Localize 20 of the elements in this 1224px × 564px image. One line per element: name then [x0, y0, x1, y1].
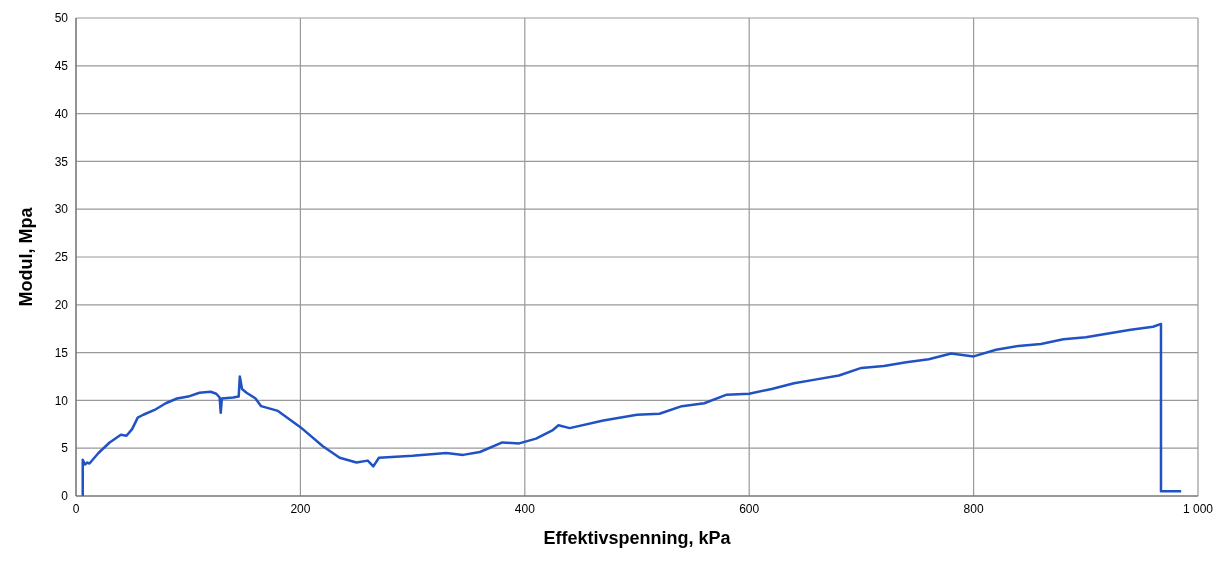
x-tick-label: 600: [739, 501, 760, 516]
line-series: [81, 322, 1183, 496]
x-axis-title: Effektivspenning, kPa: [543, 528, 732, 548]
y-tick-label: 20: [54, 298, 69, 313]
y-tick-label: 35: [54, 154, 69, 169]
y-tick-label: 10: [54, 393, 69, 408]
y-tick-label: 25: [54, 250, 69, 265]
y-tick-label: 15: [54, 345, 69, 360]
y-tick-label: 40: [54, 106, 69, 121]
x-tick-label: 800: [963, 501, 984, 516]
x-tick-label: 200: [290, 501, 311, 516]
y-tick-label: 0: [61, 489, 69, 504]
x-tick-label: 400: [514, 501, 536, 516]
x-tick-label: 0: [72, 501, 80, 516]
y-tick-label: 45: [54, 59, 69, 74]
y-axis-title: Modul, Mpa: [16, 206, 37, 307]
y-tick-label: 50: [54, 11, 69, 26]
x-tick-label: 1 000: [1182, 501, 1214, 516]
y-tick-label: 30: [54, 202, 69, 217]
y-tick-label: 5: [61, 441, 69, 456]
